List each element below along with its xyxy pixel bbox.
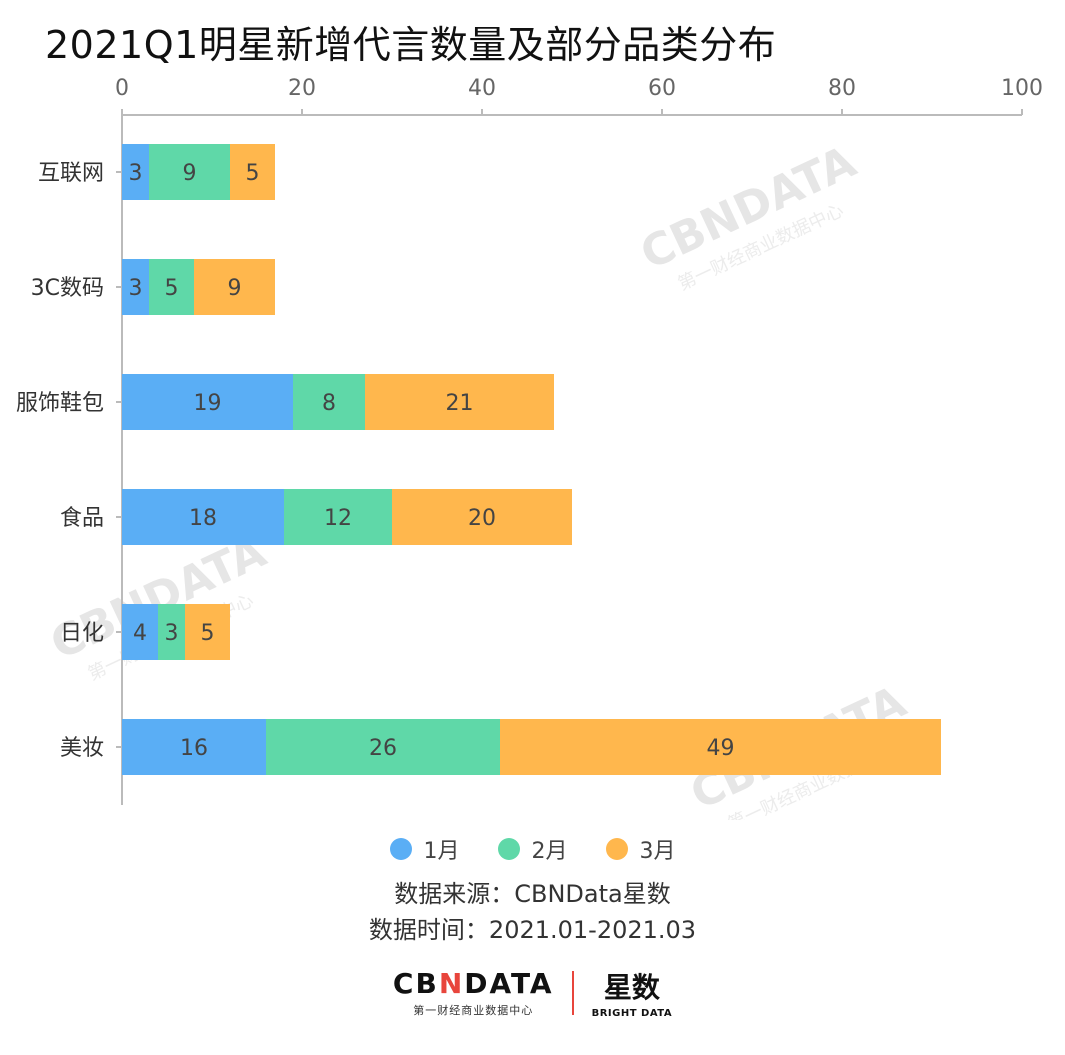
data-label: 3 bbox=[129, 276, 143, 301]
data-label: 9 bbox=[228, 276, 242, 301]
data-label: 26 bbox=[369, 736, 397, 761]
data-label: 12 bbox=[324, 506, 352, 531]
category-label: 食品 bbox=[60, 506, 104, 531]
category-label: 3C数码 bbox=[31, 276, 104, 301]
data-label: 4 bbox=[133, 621, 147, 646]
data-label: 8 bbox=[322, 391, 336, 416]
bar-segment bbox=[122, 144, 149, 200]
category-label: 服饰鞋包 bbox=[16, 391, 104, 416]
legend-item: 2月 bbox=[497, 833, 568, 865]
bar-segment bbox=[365, 374, 554, 430]
category-label: 日化 bbox=[60, 621, 104, 646]
data-label: 20 bbox=[468, 506, 496, 531]
legend: 1月 2月 3月 bbox=[0, 833, 1065, 865]
stacked-bar-chart: CBNDATA第一财经商业数据中心CBNDATA第一财经商业数据中心CBNDAT… bbox=[16, 76, 1043, 820]
legend-item: 1月 bbox=[389, 833, 460, 865]
data-label: 18 bbox=[189, 506, 217, 531]
date-range-line: 数据时间：2021.01-2021.03 bbox=[368, 916, 697, 944]
cbndata-tagline: 第一财经商业数据中心 bbox=[413, 1004, 534, 1017]
bar-segment bbox=[122, 374, 293, 430]
legend-item: 3月 bbox=[605, 833, 676, 865]
x-tick-label: 40 bbox=[468, 76, 496, 101]
legend-label: 2月 bbox=[531, 839, 568, 864]
footer-brand: CBNDATA 第一财经商业数据中心 星数 BRIGHT DATA bbox=[0, 966, 1065, 1019]
source-note: 数据来源：CBNData星数 数据时间：2021.01-2021.03 bbox=[0, 876, 1065, 948]
category-label: 美妆 bbox=[60, 736, 104, 761]
cbndata-wordmark: CBNDATA bbox=[392, 967, 554, 1000]
cbndata-logo: CBNDATA 第一财经商业数据中心 bbox=[393, 967, 554, 1018]
data-label: 5 bbox=[246, 161, 260, 186]
chart-title: 2021Q1明星新增代言数量及部分品类分布 bbox=[45, 23, 777, 67]
category-label: 互联网 bbox=[38, 161, 104, 186]
source-line: 数据来源：CBNData星数 bbox=[394, 880, 671, 908]
x-axis: 0 20 40 60 80 100 bbox=[115, 76, 1043, 805]
x-tick-label: 80 bbox=[828, 76, 856, 101]
legend-label: 3月 bbox=[639, 839, 676, 864]
data-label: 9 bbox=[183, 161, 197, 186]
data-label: 21 bbox=[446, 391, 474, 416]
bar-segment bbox=[230, 144, 275, 200]
bright-data-tagline: BRIGHT DATA bbox=[591, 1008, 673, 1019]
bar-segment bbox=[185, 604, 230, 660]
bright-data-wordmark: 星数 bbox=[603, 971, 660, 1004]
bar-segment bbox=[149, 144, 230, 200]
bar-segment bbox=[149, 259, 194, 315]
bar-segment bbox=[284, 489, 392, 545]
bar-segment bbox=[392, 489, 572, 545]
bar-segment bbox=[293, 374, 365, 430]
data-label: 5 bbox=[201, 621, 215, 646]
x-tick-label: 60 bbox=[648, 76, 676, 101]
data-label: 3 bbox=[165, 621, 179, 646]
data-label: 16 bbox=[180, 736, 208, 761]
legend-swatch bbox=[389, 838, 412, 860]
watermark-layer: CBNDATA第一财经商业数据中心CBNDATA第一财经商业数据中心CBNDAT… bbox=[43, 136, 913, 820]
data-label: 5 bbox=[165, 276, 179, 301]
x-tick-label: 100 bbox=[1001, 76, 1043, 101]
bar-segment bbox=[266, 719, 500, 775]
x-tick-label: 20 bbox=[288, 76, 316, 101]
data-label: 19 bbox=[194, 391, 222, 416]
legend-swatch bbox=[497, 838, 520, 860]
bar-segment bbox=[194, 259, 275, 315]
data-label: 49 bbox=[707, 736, 735, 761]
bar-segment bbox=[122, 489, 284, 545]
bar-segment bbox=[122, 259, 149, 315]
bar-segment bbox=[158, 604, 185, 660]
bar-segment bbox=[500, 719, 941, 775]
brand-divider bbox=[571, 970, 574, 1015]
bright-data-logo: 星数 BRIGHT DATA bbox=[592, 966, 672, 1019]
bar-segment bbox=[122, 719, 266, 775]
x-tick-label: 0 bbox=[115, 76, 129, 101]
data-label: 3 bbox=[129, 161, 143, 186]
bar-segment bbox=[122, 604, 158, 660]
legend-swatch bbox=[605, 838, 628, 860]
legend-label: 1月 bbox=[423, 839, 460, 864]
